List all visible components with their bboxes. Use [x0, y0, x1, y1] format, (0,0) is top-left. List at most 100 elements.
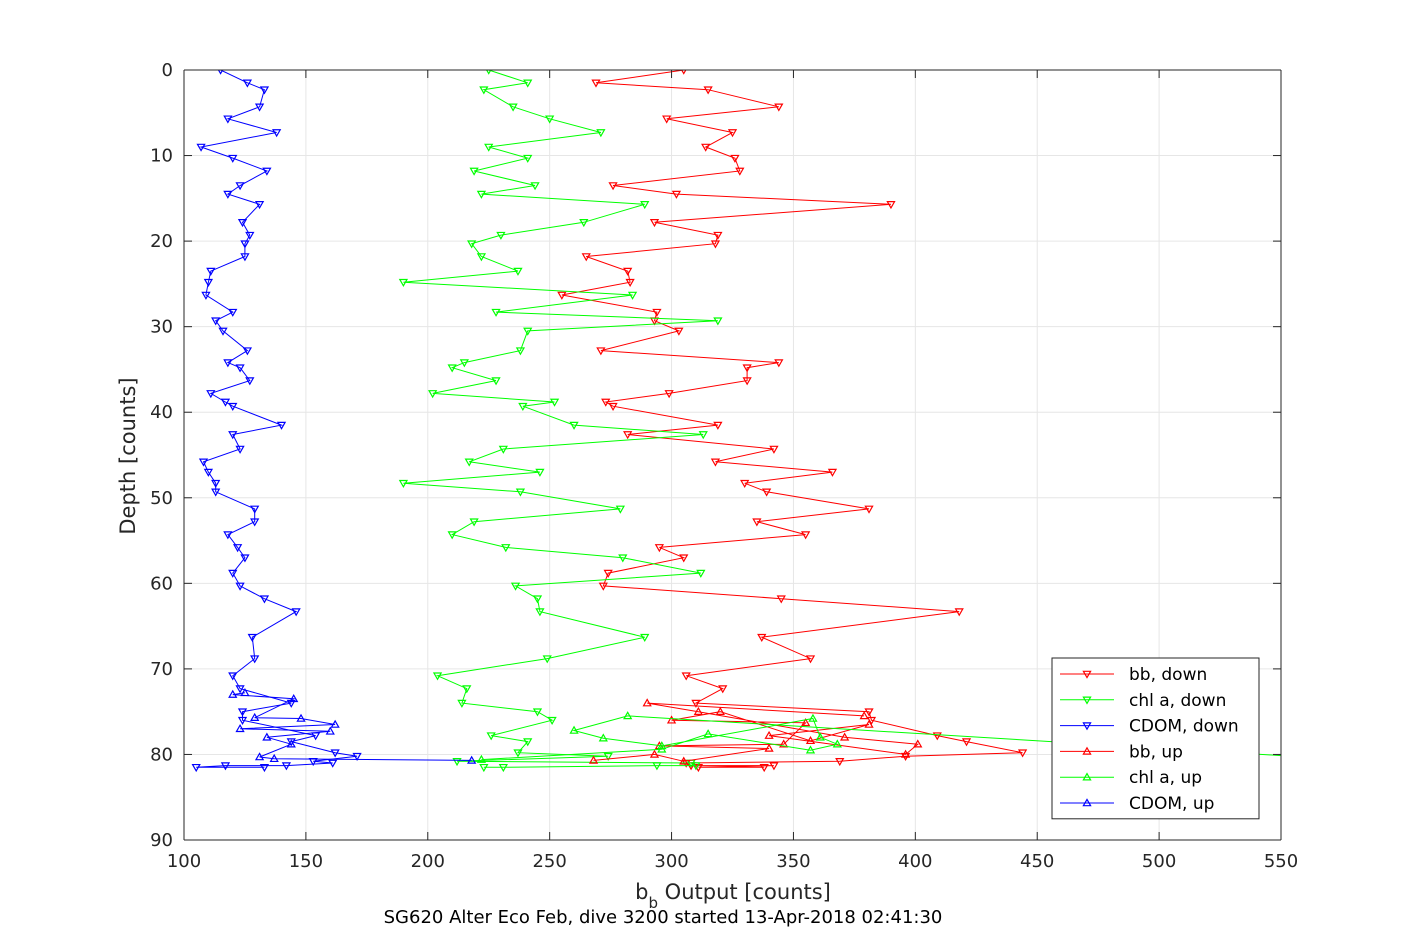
data-point: [900, 749, 911, 758]
data-point: [603, 569, 613, 578]
legend-entry: chl a, up: [1060, 768, 1202, 788]
data-point: [603, 752, 613, 761]
data-point: [476, 253, 487, 262]
data-point: [671, 190, 682, 199]
series-line: [481, 715, 1281, 761]
data-point: [696, 569, 706, 578]
series-4: [476, 711, 1406, 765]
x-axis-label-sub: b: [648, 894, 658, 912]
data-point: [286, 739, 296, 748]
y-axis-label: Depth [counts]: [116, 377, 140, 534]
data-point: [228, 431, 238, 440]
data-point: [547, 716, 557, 726]
data-point: [523, 738, 533, 747]
data-point: [764, 743, 774, 752]
data-point: [718, 685, 728, 694]
data-point: [752, 518, 762, 527]
data-point: [457, 699, 467, 708]
data-point: [325, 726, 335, 735]
data-point: [800, 717, 811, 727]
data-point: [462, 685, 472, 694]
data-point: [211, 479, 221, 489]
data-point: [627, 291, 638, 300]
data-point: [805, 655, 816, 664]
data-point: [932, 732, 942, 741]
data-point: [601, 398, 611, 407]
data-point: [569, 421, 579, 430]
data-point: [710, 240, 721, 249]
data-point: [467, 755, 477, 764]
data-point: [250, 712, 260, 721]
data-point: [954, 608, 964, 617]
data-point: [674, 327, 684, 336]
data-point: [588, 755, 599, 764]
data-point: [652, 308, 662, 317]
data-point: [262, 732, 272, 741]
data-point: [235, 182, 245, 191]
x-tick-label: 550: [1264, 851, 1298, 872]
y-tick-label: 20: [150, 231, 173, 252]
data-point: [286, 738, 296, 747]
legend-entry: bb, up: [1060, 742, 1183, 762]
y-tick-label: 90: [150, 830, 173, 851]
data-point: [759, 763, 769, 773]
data-point: [240, 688, 250, 697]
data-point: [961, 738, 972, 747]
data-point: [513, 267, 523, 276]
data-point: [272, 129, 282, 138]
data-point: [864, 708, 874, 717]
legend-marker: [1082, 696, 1092, 705]
data-point: [598, 582, 608, 591]
data-point: [269, 753, 279, 763]
data-point: [515, 347, 526, 356]
data-point: [491, 377, 501, 386]
data-point: [727, 129, 738, 138]
data-point: [623, 431, 633, 440]
data-point: [479, 86, 489, 95]
data-point: [237, 716, 248, 726]
data-point: [191, 763, 201, 773]
data-point: [464, 458, 474, 467]
data-point: [484, 143, 494, 152]
data-point: [691, 699, 701, 708]
legend-entry: bb, down: [1060, 665, 1207, 685]
data-point: [240, 554, 250, 563]
data-point: [296, 713, 306, 722]
data-point: [518, 402, 528, 412]
data-point: [498, 445, 508, 454]
data-point: [228, 672, 238, 681]
data-point: [757, 633, 767, 643]
data-point: [913, 739, 923, 748]
data-point: [198, 458, 209, 467]
data-point: [330, 749, 340, 758]
data-point: [623, 711, 633, 720]
data-point: [623, 267, 633, 276]
legend-label: chl a, down: [1129, 691, 1226, 711]
data-point: [240, 253, 250, 262]
data-point: [211, 317, 221, 326]
data-point: [654, 544, 665, 553]
data-point: [237, 708, 248, 717]
data-point: [581, 253, 591, 262]
data-point: [681, 672, 691, 681]
legend-entry: CDOM, down: [1060, 717, 1239, 737]
data-point: [237, 218, 248, 228]
series-line: [403, 70, 718, 768]
axes: 100 150 200 250 300 350 400 450 500 550 0 10 20 30 40 5…: [150, 60, 1298, 872]
data-point: [835, 757, 845, 767]
data-point: [432, 672, 443, 681]
series-line: [561, 70, 1023, 768]
x-tick-label: 350: [776, 851, 810, 872]
data-point: [235, 582, 245, 591]
data-point: [693, 706, 704, 715]
x-tick-label: 200: [411, 851, 445, 872]
data-point: [447, 364, 457, 373]
data-point: [735, 167, 745, 176]
data-point: [815, 732, 825, 741]
data-point: [652, 762, 662, 771]
data-point: [545, 115, 555, 124]
data-point: [235, 723, 245, 733]
data-point: [1399, 759, 1406, 765]
data-point: [742, 377, 752, 386]
y-tick-label: 10: [150, 146, 173, 167]
